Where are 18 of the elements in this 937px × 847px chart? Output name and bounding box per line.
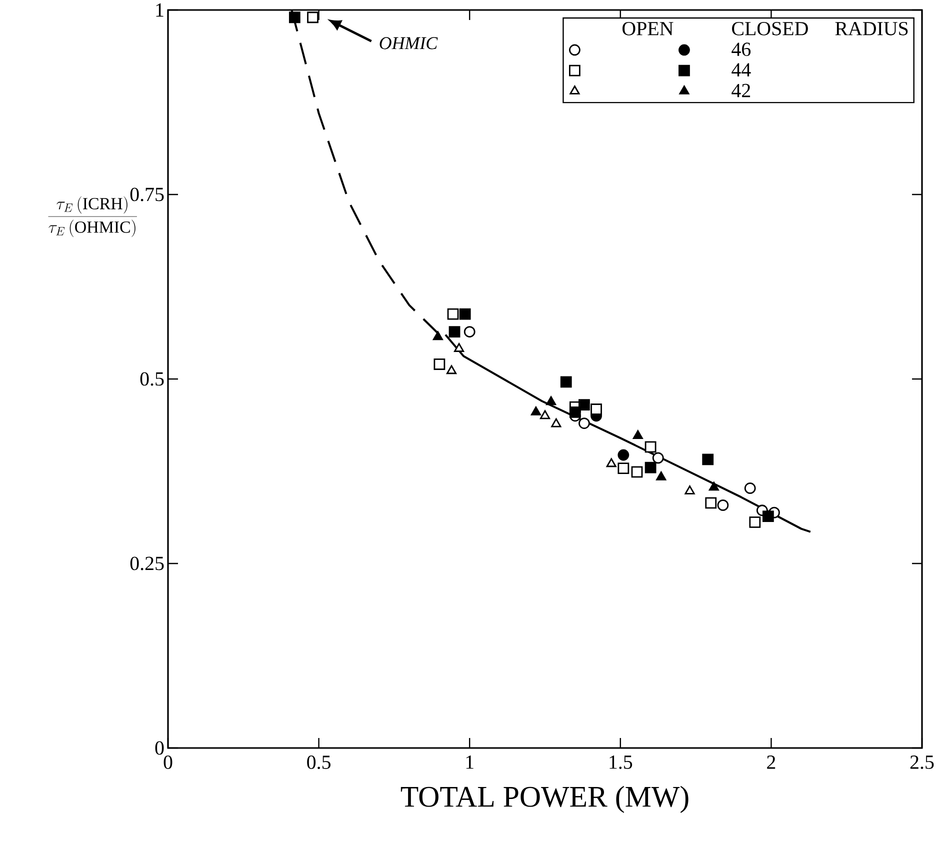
y-tick-label: 0	[155, 741, 164, 755]
legend-label: 44	[732, 63, 751, 76]
y-tick-label: 0.5	[140, 372, 164, 386]
x-tick-label: 2	[767, 756, 776, 769]
annotation: OPEN	[622, 22, 674, 36]
x-tick-label: 2.5	[910, 756, 934, 769]
y-tick-label: 0.25	[130, 556, 164, 570]
y-tick-label: 1	[156, 3, 164, 17]
annotation: RADIUS	[835, 22, 908, 36]
legend-label: 46	[732, 42, 751, 56]
x-tick-label: 1.5	[610, 756, 632, 769]
x-axis-title: TOTAL POWER (MW)	[400, 786, 688, 813]
x-tick-label: 1	[466, 756, 474, 769]
annotation: CLOSED	[732, 22, 808, 36]
legend-label: 42	[732, 84, 750, 98]
annotation: OHMIC	[380, 37, 438, 50]
x-tick-label: 0.5	[307, 756, 330, 770]
x-tick-label: 0	[164, 756, 172, 769]
